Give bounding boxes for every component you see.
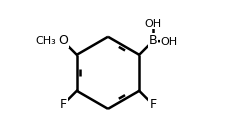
- Text: O: O: [58, 34, 68, 47]
- Text: B: B: [148, 34, 157, 47]
- Text: F: F: [149, 98, 156, 111]
- Text: OH: OH: [144, 18, 161, 29]
- Text: OH: OH: [160, 37, 177, 47]
- Text: F: F: [59, 98, 66, 111]
- Text: CH₃: CH₃: [35, 36, 56, 46]
